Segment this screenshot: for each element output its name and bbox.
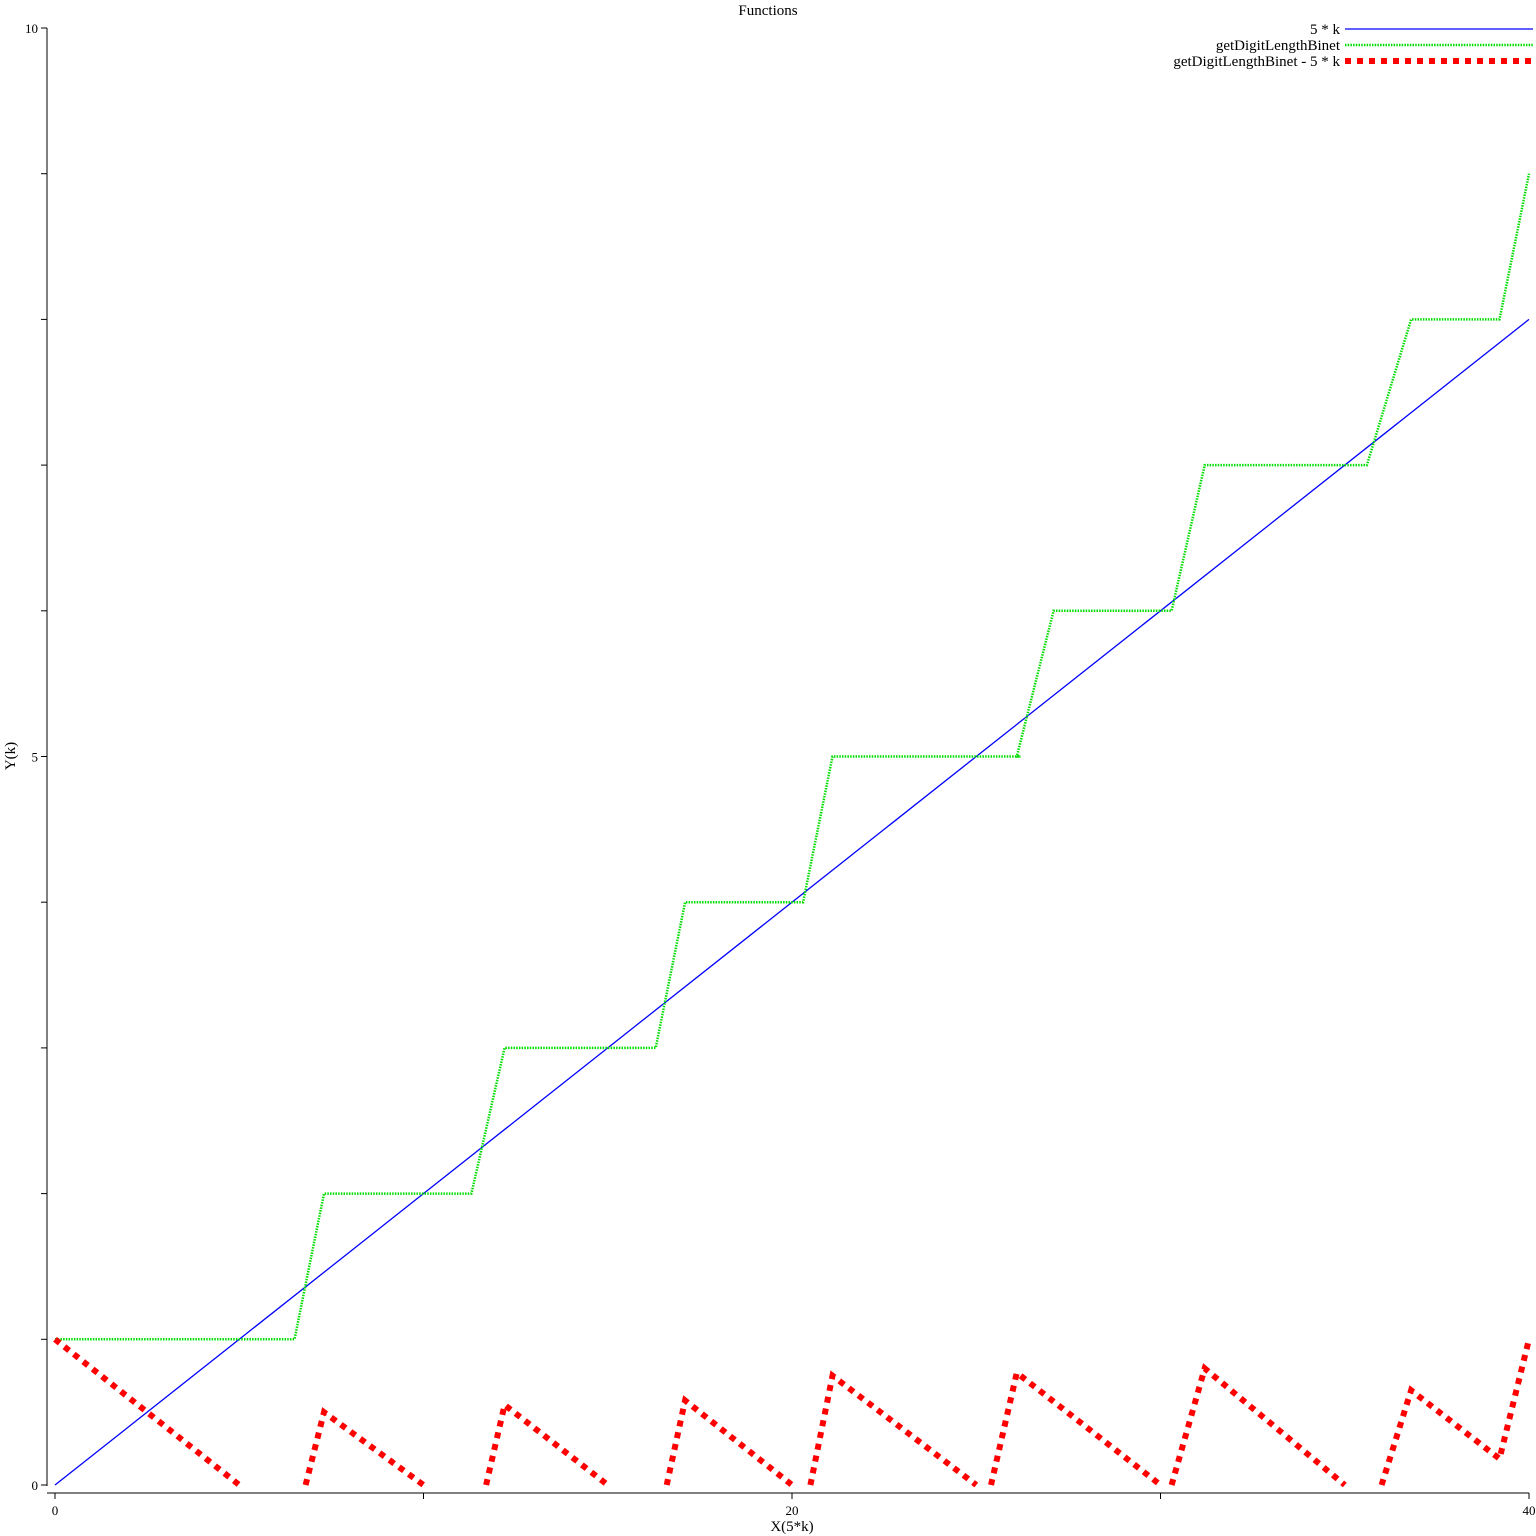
series-2-line [55, 173, 1531, 1341]
legend-label-1: 5 * k [1310, 22, 1341, 38]
series-3-line-segment-7 [1168, 1363, 1347, 1488]
y-tick-label-10: 10 [25, 21, 38, 36]
chart-title: Functions [738, 3, 797, 19]
series-3-line-segment-6 [988, 1367, 1163, 1488]
axes: 0 5 10 0 20 40 [25, 21, 1536, 1518]
y-axis-label: Y(k) [3, 742, 19, 770]
plot-lines [53, 173, 1532, 1488]
y-tick-label-0: 0 [32, 1478, 39, 1493]
legend-label-2: getDigitLengthBinet [1216, 38, 1341, 54]
y-tick-label-5: 5 [32, 750, 39, 765]
x-tick-label-0: 0 [52, 1503, 59, 1518]
x-tick-label-20: 20 [786, 1503, 799, 1518]
series-3-line-segment-5 [807, 1370, 979, 1488]
series-3-line-segment-3 [483, 1399, 610, 1488]
series-3-line-segment-1 [53, 1336, 242, 1488]
x-tick-label-40: 40 [1523, 1503, 1536, 1518]
legend-label-3: getDigitLengthBinet - 5 * k [1173, 54, 1340, 70]
series-3-line-segment-2 [302, 1407, 426, 1488]
series-3-line-segment-8 [1378, 1338, 1532, 1486]
legend: 5 * kgetDigitLengthBinetgetDigitLengthBi… [1173, 22, 1533, 70]
x-axis-label: X(5*k) [770, 1519, 813, 1535]
series-3-line-segment-4 [663, 1395, 794, 1488]
